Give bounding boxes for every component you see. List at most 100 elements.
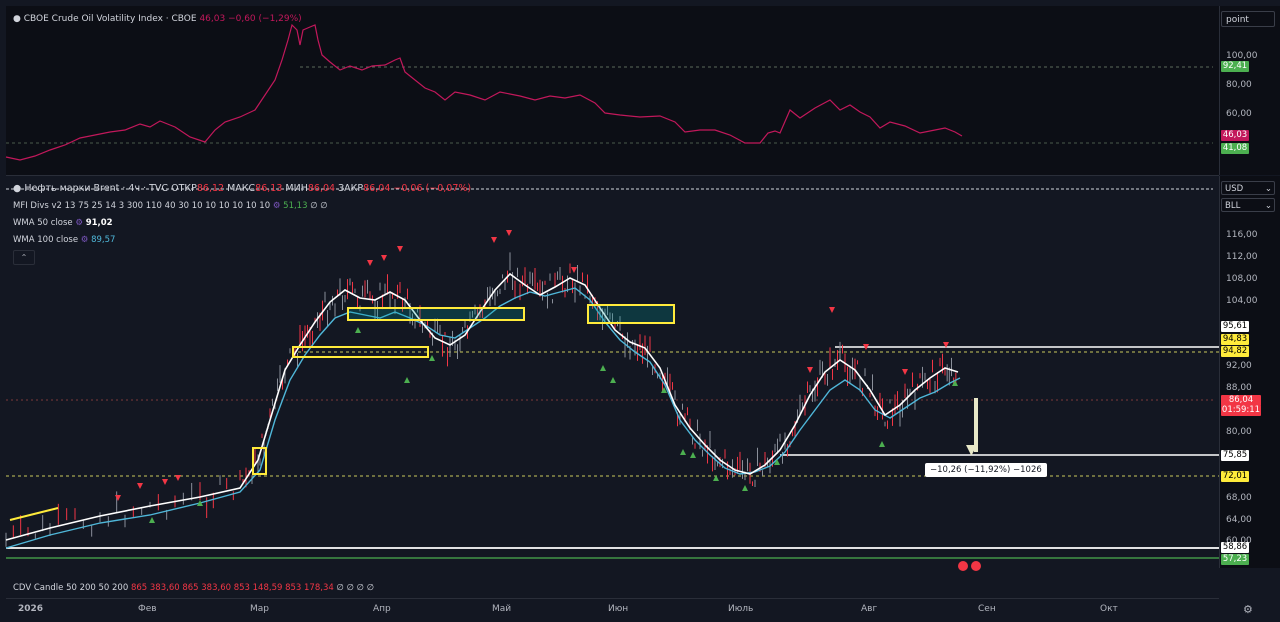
scale-mode-dropdown[interactable]: point — [1221, 11, 1275, 27]
zone-box-1[interactable] — [292, 346, 429, 358]
zone-box-2[interactable] — [347, 307, 525, 321]
time-label-year: 2026 — [18, 604, 44, 614]
price-tick: 64,00 — [1226, 515, 1252, 525]
mfi-bear-marker — [506, 230, 512, 236]
chevron-down-icon: ⌄ — [1264, 201, 1272, 211]
mfi-bull-marker — [713, 475, 719, 481]
unit-value: BLL — [1225, 201, 1241, 211]
vix-legend[interactable]: ● CBOE Crude Oil Volatility Index · CBOE… — [13, 14, 302, 24]
mfi-label: MFI Divs v2 13 75 25 14 3 300 110 40 30 … — [13, 201, 271, 211]
wma50-line — [5, 272, 959, 541]
main-legend[interactable]: ● Нефть марки Brent · 4ч · TVC ОТКР86,12… — [13, 183, 471, 194]
badge-94-83: 94,83 — [1221, 334, 1249, 345]
wma50-value: 91,02 — [85, 218, 113, 228]
settings-gear-icon[interactable]: ⚙ — [75, 218, 83, 228]
measure-arrow[interactable] — [974, 398, 978, 452]
wma100-value: 89,57 — [91, 235, 116, 245]
badge-last-price: 86,04 — [1221, 395, 1261, 406]
price-tick: 88,00 — [1226, 383, 1252, 393]
mfi-bull-marker — [197, 500, 203, 506]
badge-57-23: 57,23 — [1221, 554, 1249, 565]
mfi-bear-marker — [902, 369, 908, 375]
mfi-empty: ∅ ∅ — [310, 201, 328, 211]
settings-gear-icon[interactable]: ⚙ — [272, 201, 281, 211]
settings-gear-icon[interactable]: ⚙ — [1243, 603, 1253, 616]
mfi-indicator-row[interactable]: MFI Divs v2 13 75 25 14 3 300 110 40 30 … — [13, 201, 328, 211]
badge-95-61: 95,61 — [1221, 321, 1249, 332]
low-label: МИН — [285, 183, 308, 194]
open-label: ОТКР — [171, 183, 197, 194]
main-price-axis[interactable] — [1219, 176, 1280, 568]
vix-badge-low: 41,08 — [1221, 143, 1249, 154]
zone-box-4[interactable] — [252, 447, 267, 475]
unit-select[interactable]: BLL ⌄ — [1221, 198, 1275, 212]
cdv-value-4: 853 178,34 — [285, 583, 334, 593]
settings-gear-icon[interactable]: ⚙ — [80, 235, 89, 245]
time-label-oct: Окт — [1100, 604, 1118, 614]
price-tick: 112,00 — [1226, 252, 1258, 262]
measure-label: −10,26 (−11,92%) −1026 — [925, 463, 1047, 477]
price-tick: 104,00 — [1226, 296, 1258, 306]
mfi-bear-marker — [367, 260, 373, 266]
cdv-value-2: 865 383,60 — [182, 583, 232, 593]
time-axis[interactable] — [6, 598, 1219, 622]
currency-select[interactable]: USD ⌄ — [1221, 181, 1275, 195]
price-tick: 68,00 — [1226, 493, 1252, 503]
symbol-title: Нефть марки Brent · 4ч · TVC — [24, 183, 169, 194]
badge-75-85: 75,85 — [1221, 450, 1249, 461]
mfi-bear-marker — [491, 237, 497, 243]
mfi-bear-marker — [829, 307, 835, 313]
mfi-bear-marker — [807, 367, 813, 373]
mfi-bull-marker — [661, 387, 667, 393]
wma100-label: WMA 100 close — [13, 235, 79, 245]
vix-badge-last: 46,03 — [1221, 130, 1249, 141]
price-tick: 116,00 — [1226, 230, 1258, 240]
badge-58-86: 58,86 — [1221, 542, 1249, 553]
vix-legend-name: CBOE Crude Oil Volatility Index · CBOE — [23, 14, 197, 24]
mfi-bull-marker — [404, 377, 410, 383]
vix-pane[interactable] — [6, 6, 1219, 176]
chevron-down-icon: ⌃ — [20, 253, 28, 262]
time-label-feb: Фев — [138, 604, 157, 614]
vix-legend-value: 46,03 −0,60 (−1,29%) — [199, 14, 302, 24]
time-label-sep: Сен — [978, 604, 996, 614]
mfi-bull-marker — [879, 441, 885, 447]
vix-line — [5, 23, 963, 161]
time-label-aug: Авг — [861, 604, 878, 614]
mfi-bear-marker — [571, 267, 577, 273]
mfi-bull-marker — [742, 485, 748, 491]
badge-94-82: 94,82 — [1221, 346, 1249, 357]
chevron-down-icon: ⌄ — [1264, 184, 1272, 194]
droplet-icon: ● — [13, 14, 21, 24]
zone-box-3[interactable] — [587, 304, 675, 324]
currency-value: USD — [1225, 184, 1244, 194]
mfi-bull-marker — [610, 377, 616, 383]
open-value: 86,12 — [196, 183, 225, 194]
mfi-bull-marker — [680, 449, 686, 455]
event-marker-icon — [958, 561, 968, 571]
mfi-bull-marker — [952, 380, 958, 386]
arrow-down-icon: ▼ — [966, 442, 977, 458]
vix-tick-60: 60,00 — [1226, 109, 1252, 119]
cdv-label: CDV Candle 50 200 50 200 — [13, 583, 129, 593]
mfi-bull-marker — [690, 452, 696, 458]
price-tick: 80,00 — [1226, 427, 1252, 437]
scale-mode-value: point — [1226, 15, 1249, 25]
mfi-bear-marker — [863, 344, 869, 350]
wma100-indicator-row[interactable]: WMA 100 close ⚙ 89,57 — [13, 235, 115, 245]
wma100-line — [5, 287, 961, 549]
wma50-indicator-row[interactable]: WMA 50 close ⚙ 91,02 — [13, 218, 113, 228]
event-marker-icon — [971, 561, 981, 571]
collapse-legend-button[interactable]: ⌃ — [13, 250, 35, 265]
mfi-bull-marker — [600, 365, 606, 371]
low-value: 86,04 — [307, 183, 336, 194]
time-label-apr: Апр — [373, 604, 391, 614]
time-label-jul: Июль — [728, 604, 754, 614]
cdv-indicator-row[interactable]: CDV Candle 50 200 50 200 865 383,60 865 … — [13, 583, 374, 593]
vix-badge-dashed-level: 92,41 — [1221, 61, 1249, 72]
mfi-bear-marker — [397, 246, 403, 252]
badge-countdown: 01:59:11 — [1221, 405, 1261, 416]
close-value: 86,04 — [363, 183, 391, 194]
